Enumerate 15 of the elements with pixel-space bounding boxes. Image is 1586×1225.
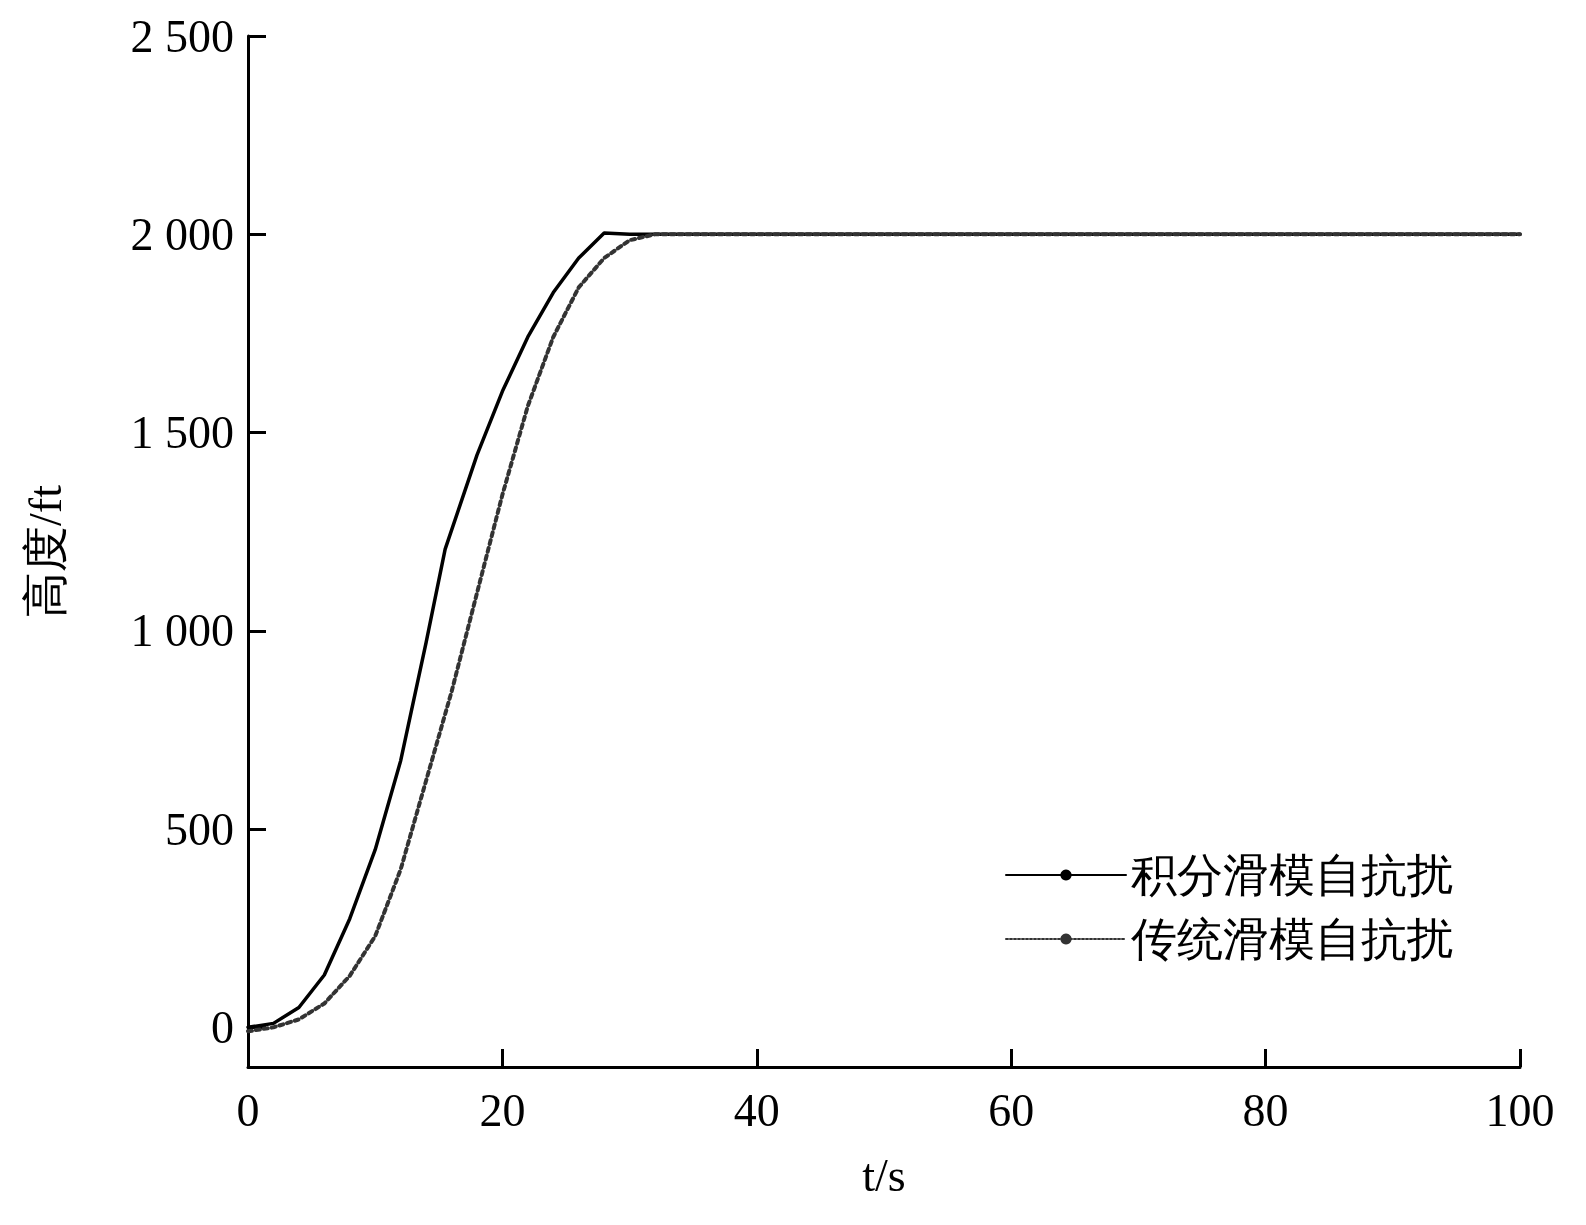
x-axis-title: t/s [862, 1149, 906, 1201]
x-tick-label: 60 [988, 1084, 1035, 1136]
y-tick-label: 1 500 [130, 407, 234, 459]
legend-label: 积分滑模自抗扰 [1131, 849, 1453, 901]
x-tick-label: 20 [479, 1084, 526, 1136]
y-tick-label: 1 000 [130, 605, 234, 657]
x-tick-label: 100 [1485, 1084, 1555, 1136]
y-tick-label: 2 500 [130, 10, 234, 62]
x-tick-label: 80 [1242, 1084, 1289, 1136]
y-tick-label: 2 000 [130, 208, 234, 260]
y-tick-label: 500 [165, 803, 234, 855]
x-tick-label: 40 [733, 1084, 780, 1136]
y-axis-title: 高度/ft [19, 484, 71, 618]
legend-label: 传统滑模自抗扰 [1131, 913, 1453, 965]
y-tick-label: 0 [211, 1001, 234, 1053]
